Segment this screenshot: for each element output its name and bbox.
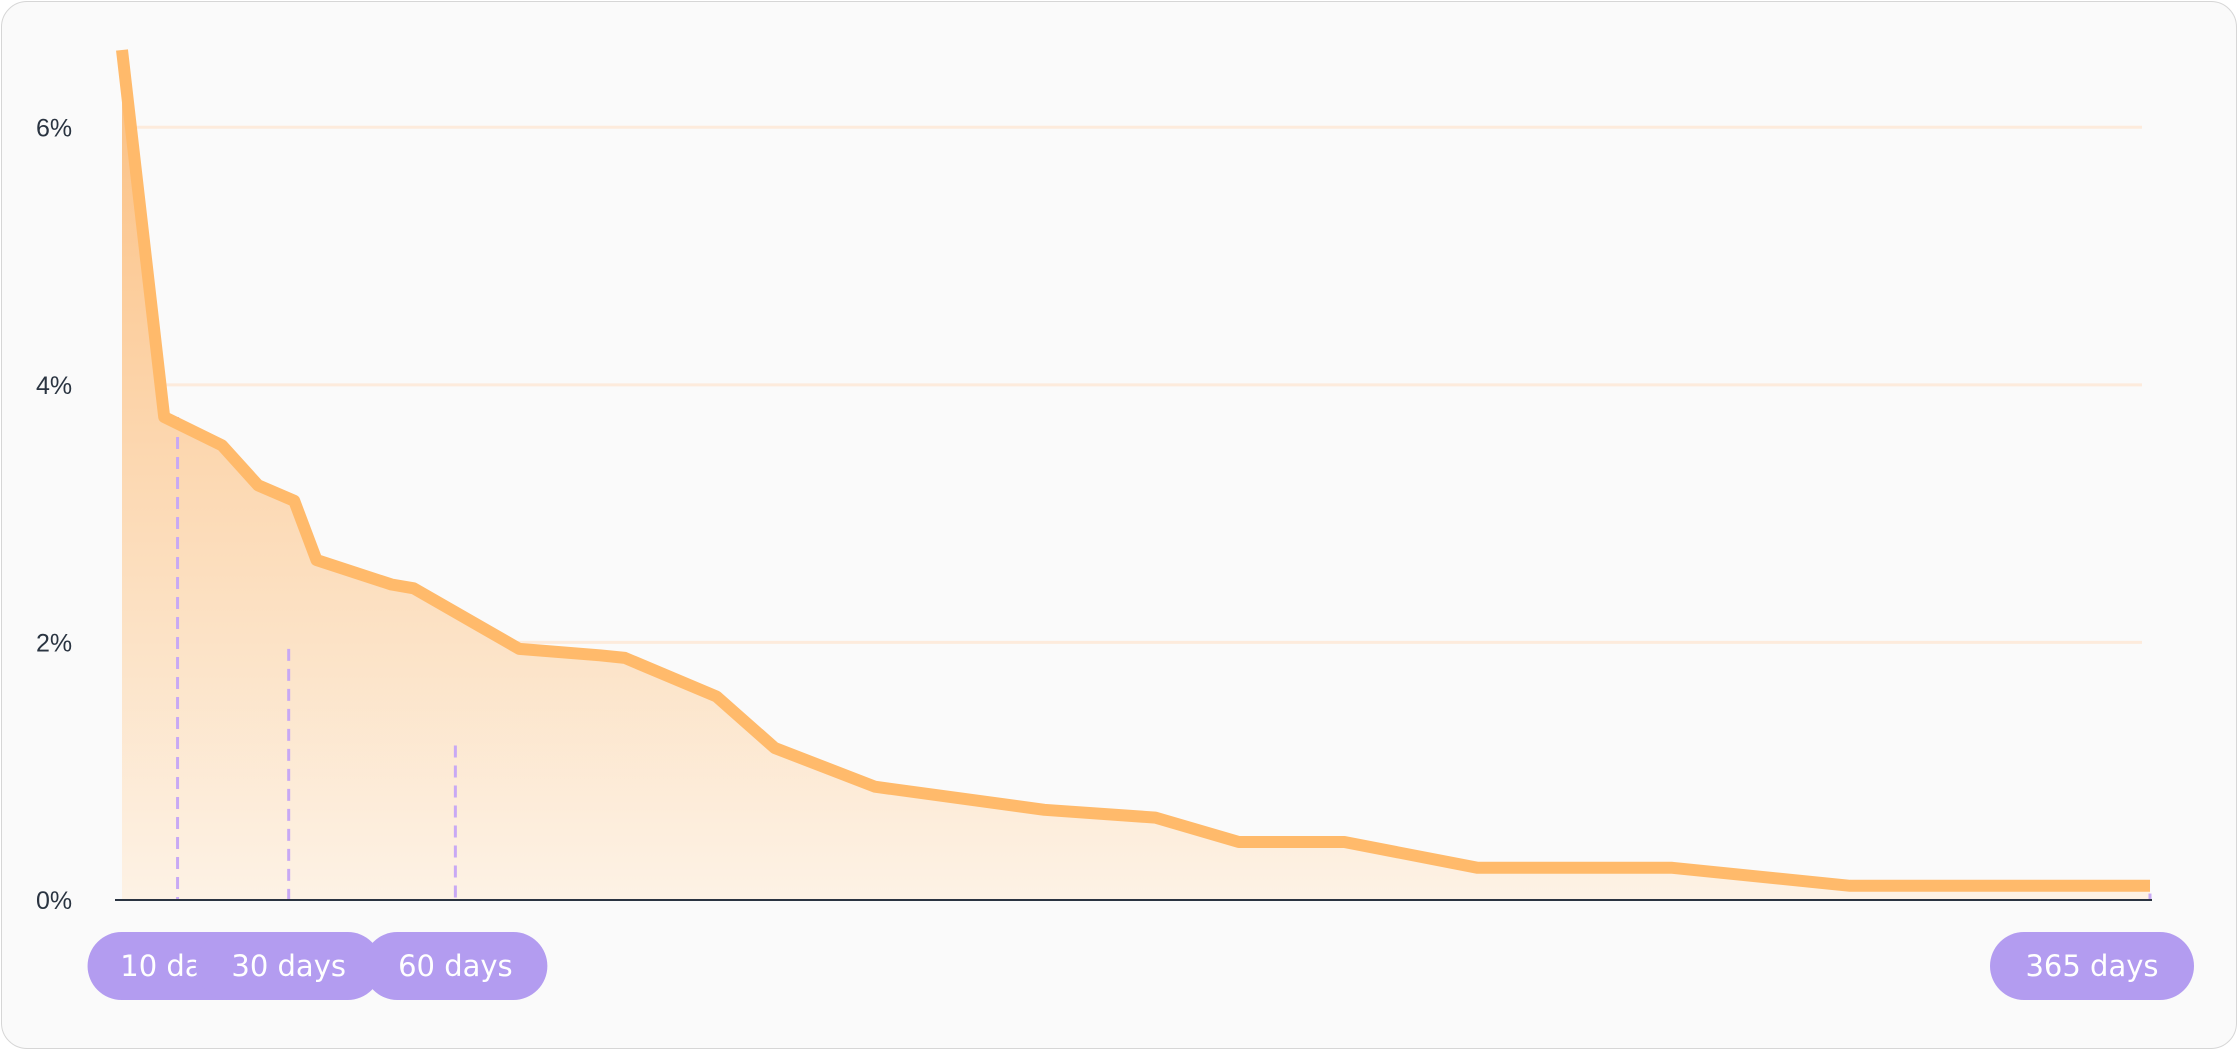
marker-pill (363, 932, 548, 1000)
y-tick-label: 6% (36, 114, 72, 142)
y-tick-label: 4% (36, 372, 72, 400)
marker-label: 60 days (398, 949, 513, 983)
marker-pill (195, 932, 382, 1000)
area-fill (122, 50, 2150, 900)
marker-label: 30 days (231, 949, 346, 983)
y-tick-label: 0% (36, 887, 72, 915)
y-tick-label: 2% (36, 629, 72, 657)
marker-pill (1990, 932, 2194, 1000)
grid-lines (122, 125, 2142, 644)
series-line (116, 49, 2150, 892)
y-axis-ticks: 0% 2% 4% 6% (36, 114, 72, 915)
marker-lines (176, 417, 2152, 900)
marker-label: 365 days (2025, 949, 2158, 983)
